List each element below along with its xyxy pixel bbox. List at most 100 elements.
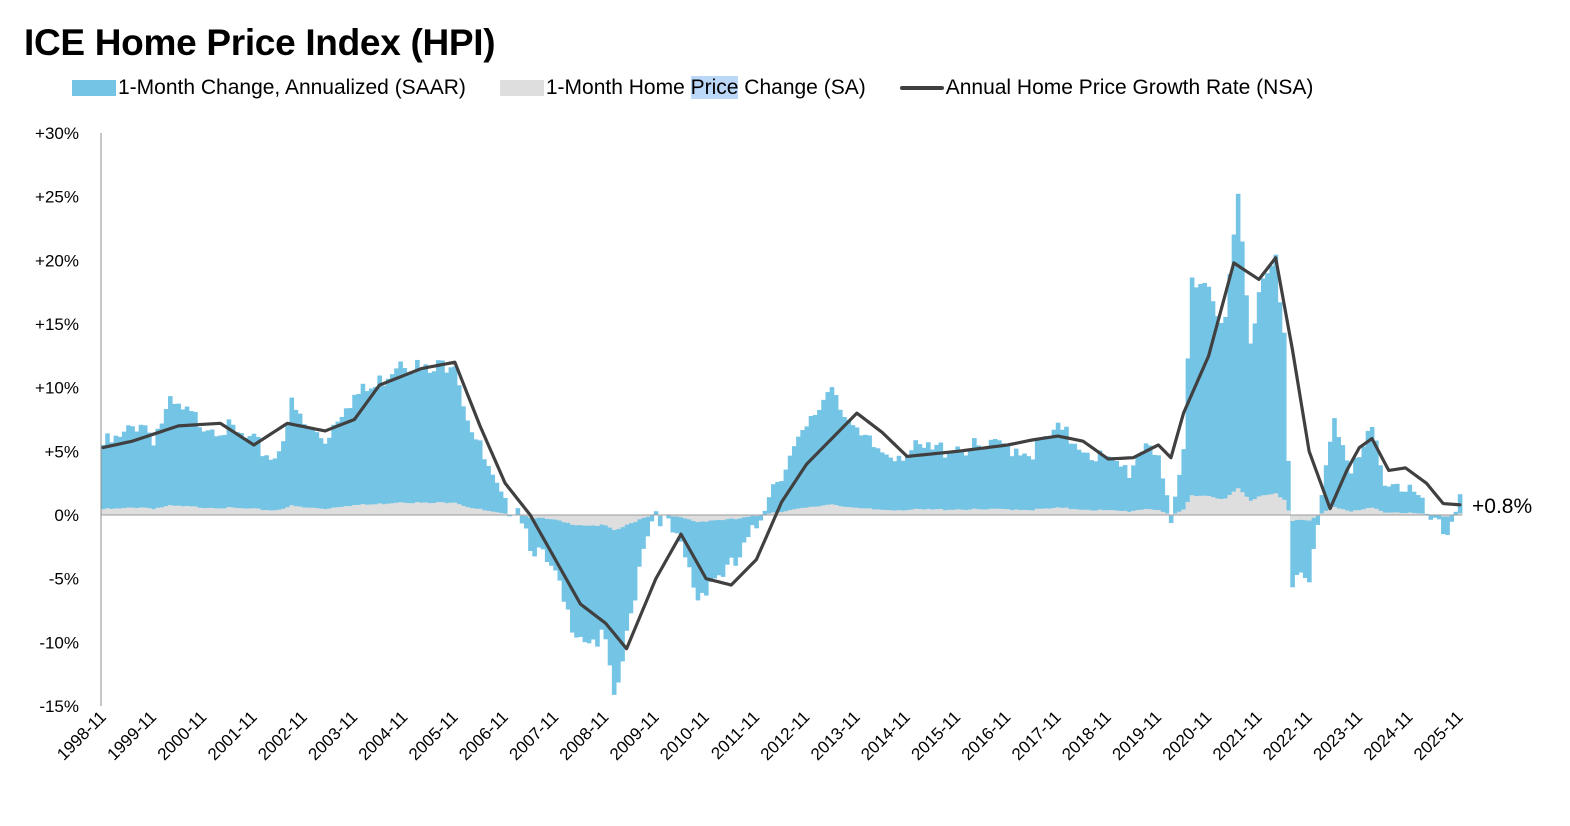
sa-bar <box>909 509 914 515</box>
saar-bar <box>1327 441 1333 515</box>
saar-bar <box>398 361 403 515</box>
sa-bar <box>293 506 299 515</box>
saar-bar <box>582 515 588 643</box>
saar-bar <box>1399 491 1404 515</box>
saar-bar <box>1290 515 1295 588</box>
sa-bar <box>1311 515 1316 518</box>
saar-bar <box>1009 456 1015 515</box>
saar-bar <box>498 491 504 515</box>
sa-bar <box>306 507 311 515</box>
sa-bar <box>992 508 998 515</box>
legend-item-saar[interactable]: 1-Month Change, Annualized (SAAR) <box>72 76 466 100</box>
saar-bar <box>1348 473 1354 515</box>
sa-bar <box>913 508 918 515</box>
sa-bar <box>448 502 454 515</box>
sa-bar <box>976 509 981 515</box>
sa-bar <box>1457 513 1463 515</box>
sa-bar <box>1290 515 1295 522</box>
saar-bar <box>1428 515 1434 520</box>
saar-bar <box>477 440 483 515</box>
sa-bar <box>607 515 613 528</box>
sa-bar <box>109 508 114 515</box>
sa-bar <box>783 511 789 515</box>
saar-bar <box>1432 515 1438 518</box>
sa-bar <box>1281 499 1287 515</box>
sa-bar <box>1231 491 1237 515</box>
x-tick-label: 2001-11 <box>204 707 261 764</box>
saar-bar <box>1206 286 1212 515</box>
sa-bar <box>1244 496 1249 515</box>
saar-bar <box>197 427 202 515</box>
legend-label-saar: 1-Month Change, Annualized (SAAR) <box>118 76 466 99</box>
saar-bar <box>888 457 893 515</box>
sa-bar <box>1378 510 1383 515</box>
legend-item-nsa[interactable]: Annual Home Price Growth Rate (NSA) <box>899 76 1313 100</box>
saar-bar <box>331 424 336 515</box>
sa-bar <box>235 508 240 515</box>
x-tick-label: 2005-11 <box>405 707 462 764</box>
saar-bar <box>829 387 835 515</box>
sa-bar <box>134 508 140 515</box>
sa-bar <box>833 505 839 515</box>
sa-bar <box>1332 506 1337 515</box>
x-tick-label: 2025-11 <box>1410 707 1467 764</box>
saar-bar <box>310 427 315 515</box>
sa-bar <box>394 502 399 515</box>
saar-bar <box>838 409 843 515</box>
saar-bar <box>884 454 889 515</box>
saar-bar <box>1080 452 1086 515</box>
saar-bar <box>1110 457 1115 515</box>
saar-bar <box>963 455 969 515</box>
y-tick-label: +5% <box>45 442 80 461</box>
sa-bar <box>1093 510 1099 515</box>
sa-bar <box>1265 494 1270 515</box>
y-tick-label: +20% <box>35 251 79 270</box>
saar-bar <box>737 515 743 558</box>
sa-bar <box>695 515 701 523</box>
saar-bar <box>469 432 475 515</box>
saar-bar <box>373 386 378 515</box>
sa-bar <box>436 502 441 515</box>
sa-bar <box>1156 510 1161 515</box>
saar-bar <box>959 450 965 515</box>
sa-bar <box>704 515 709 522</box>
sa-bar <box>674 515 680 517</box>
saar-bar <box>243 437 248 515</box>
sa-bar <box>745 515 751 517</box>
saar-bar <box>113 435 119 515</box>
saar-bar <box>607 515 613 666</box>
legend-swatch-sa <box>499 80 544 96</box>
x-tick-label: 2016-11 <box>958 707 1015 764</box>
saar-bar <box>138 424 144 515</box>
saar-bar <box>754 515 759 529</box>
saar-bar <box>264 455 269 515</box>
saar-bar <box>1064 426 1069 515</box>
sa-bar <box>678 515 684 518</box>
saar-bar <box>1411 491 1417 515</box>
sa-bar <box>1206 495 1212 515</box>
sa-bar <box>787 510 793 515</box>
saar-bar <box>808 416 814 515</box>
sa-bar <box>1193 496 1199 515</box>
sa-bar <box>486 510 491 515</box>
sa-bar <box>1189 495 1195 515</box>
saar-bar <box>218 435 223 515</box>
sa-bar <box>440 502 445 515</box>
sa-bar <box>578 515 583 526</box>
sa-bar <box>687 515 692 520</box>
sa-bar <box>574 515 579 526</box>
legend-item-sa[interactable]: 1-Month Home Price Change (SA) <box>499 76 866 100</box>
saar-bar <box>871 447 877 515</box>
saar-bar <box>1043 436 1048 515</box>
sa-bar <box>251 508 257 515</box>
sa-bar <box>1118 510 1124 515</box>
sa-bar <box>570 515 575 525</box>
x-tick-label: 2023-11 <box>1310 707 1367 764</box>
saar-bar <box>1093 461 1099 515</box>
saar-bar <box>482 459 487 515</box>
x-tick-label: 2007-11 <box>506 707 563 764</box>
sa-bar <box>364 504 370 515</box>
saar-bar <box>1085 452 1090 515</box>
saar-bar <box>1072 443 1078 515</box>
x-tick-label: 2014-11 <box>857 707 914 764</box>
